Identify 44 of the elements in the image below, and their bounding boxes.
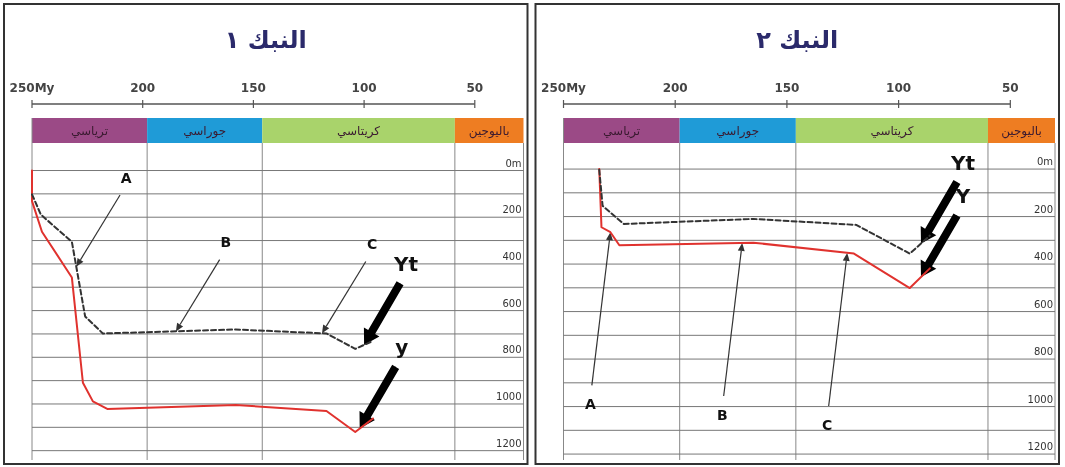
annotation: Yt xyxy=(393,251,419,276)
band-label: باليوجين xyxy=(1001,124,1042,139)
y-tick-label: 200 xyxy=(1033,203,1053,215)
band-label: كريتاسي xyxy=(337,124,381,139)
annotation: Y xyxy=(954,184,971,209)
band-label: كريتاسي xyxy=(870,124,914,139)
x-tick-label: 50 xyxy=(466,81,484,95)
y-tick-label: 800 xyxy=(1033,346,1053,358)
annotation: C xyxy=(366,236,378,253)
band-label: جوراسي xyxy=(183,124,227,139)
x-tick-label: 50 xyxy=(1001,81,1019,95)
x-tick-label: 150 xyxy=(240,81,266,95)
x-tick-label: 250My xyxy=(541,81,587,95)
x-tick-label: 200 xyxy=(130,81,156,95)
annotation: y xyxy=(395,335,409,360)
annotation: C xyxy=(822,416,833,433)
y-tick-label: 1000 xyxy=(496,390,522,402)
y-tick-label: 200 xyxy=(502,204,522,216)
band-label: ترياسي xyxy=(603,124,641,139)
x-tick-label: 100 xyxy=(351,81,377,95)
annotation: B xyxy=(220,234,232,251)
annotation: B xyxy=(716,406,728,423)
annotation: A xyxy=(584,396,596,413)
y-tick-label: 1200 xyxy=(1027,441,1053,453)
y-tick-label: 400 xyxy=(1033,251,1053,263)
annotation: A xyxy=(120,169,132,186)
y-tick-label: 400 xyxy=(502,250,522,262)
chart-title: النبك ١ xyxy=(224,26,307,54)
band-label: جوراسي xyxy=(716,124,760,139)
y-tick-label: 1200 xyxy=(496,437,522,449)
y-tick-label: 600 xyxy=(1033,298,1053,310)
band-label: ترياسي xyxy=(71,124,109,139)
y-tick-label: 1000 xyxy=(1027,393,1053,405)
band-label: باليوجين xyxy=(468,124,510,139)
annotation: Yt xyxy=(949,150,976,175)
chart-title: النبك ٢ xyxy=(756,26,839,54)
y-tick-label: 800 xyxy=(502,344,522,356)
y-tick-label: 600 xyxy=(502,297,522,309)
x-tick-label: 100 xyxy=(886,81,912,95)
x-tick-label: 200 xyxy=(662,81,688,95)
y-tick-label: 0m xyxy=(505,157,522,169)
y-tick-label: 0m xyxy=(1036,156,1053,168)
x-tick-label: 250My xyxy=(9,81,55,95)
x-tick-label: 150 xyxy=(774,81,800,95)
